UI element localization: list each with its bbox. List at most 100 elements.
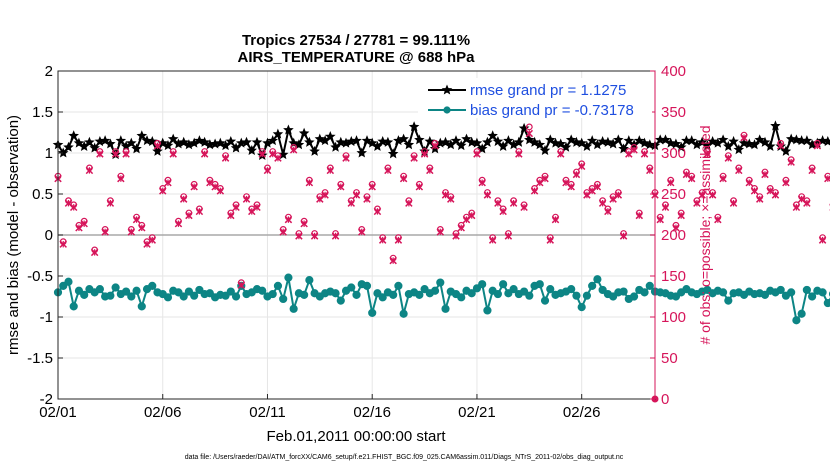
obs-assimilated-point [415, 183, 424, 191]
obs-assimilated-point [803, 199, 811, 207]
obs-assimilated-point [420, 150, 429, 158]
rmse-point [759, 136, 771, 147]
rmse-point [613, 134, 624, 145]
obs-assimilated-point [792, 203, 801, 212]
obs-assimilated-point [211, 183, 219, 191]
obs-assimilated-point [729, 199, 738, 207]
obs-assimilated-point [227, 211, 235, 220]
obs-assimilated-point [478, 178, 486, 187]
bias-point [519, 287, 529, 296]
obs-assimilated-point [504, 232, 513, 240]
bias-point [493, 289, 502, 299]
obs-assimilated-point [80, 219, 88, 228]
obs-assimilated-point [347, 199, 355, 207]
obs-assimilated-point [567, 183, 575, 191]
obs-assimilated-point [750, 187, 759, 195]
y-axis-right-label: # of obs: o=possible; ×=assimilated [697, 125, 713, 344]
rmse-point [586, 135, 598, 146]
obs-assimilated-point [148, 236, 156, 244]
rmse-point [539, 144, 551, 156]
bias-point [174, 288, 183, 297]
chart-subtitle: AIRS_TEMPERATURE @ 688 hPa [238, 49, 476, 66]
rmse-point [267, 135, 279, 146]
rmse-point [152, 145, 163, 156]
obs-assimilated-point [363, 195, 371, 203]
bias-point [347, 283, 356, 292]
obs-assimilated-point [106, 199, 115, 207]
obs-assimilated-point [766, 187, 774, 195]
legend-items: rmse grand pr = 1.1275 bias grand pr = -0… [428, 82, 634, 119]
bias-point [95, 285, 104, 294]
rmse-point [665, 137, 676, 148]
obs-assimilated-point [646, 166, 654, 175]
obs-assimilated-point [509, 199, 518, 207]
rmse-point [141, 135, 153, 146]
obs-assimilated-point [384, 166, 392, 175]
obs-assimilated-point [101, 228, 109, 236]
y-axis-label: rmse and bias (model - observation) [5, 115, 22, 355]
x-tick-label: 02/26 [563, 404, 601, 421]
bias-point [163, 293, 173, 302]
obs-assimilated-point [782, 178, 790, 187]
obs-assimilated-point [59, 240, 67, 248]
bias-point [718, 288, 728, 297]
x-tick-label: 02/11 [249, 404, 285, 421]
rmse-point [387, 148, 399, 159]
rmse-point [403, 139, 415, 150]
bias-point [572, 291, 581, 300]
rmse-point [105, 138, 116, 149]
obs-assimilated-point [614, 191, 623, 199]
rmse-point [68, 130, 79, 141]
rmse-point [335, 136, 347, 147]
obs-assimilated-point [185, 211, 193, 220]
obs-assimilated-point [577, 162, 586, 171]
bias-point [535, 280, 544, 289]
obs-assimilated-point [797, 195, 806, 203]
obs-assimilated-point [200, 150, 209, 158]
obs-assimilated-point [373, 207, 382, 216]
bias-point [760, 290, 770, 299]
rmse-point [241, 136, 252, 147]
bias-point [436, 278, 445, 287]
bias-point [609, 292, 618, 301]
bias-point [74, 286, 84, 295]
bias-point [305, 276, 314, 285]
obs-assimilated-point [525, 129, 534, 138]
bias-point [499, 280, 508, 289]
bias-point [300, 290, 309, 299]
bias-point [441, 304, 450, 313]
obs-assimilated-point [682, 170, 691, 179]
rmse-point [513, 136, 525, 147]
rmse-point [382, 136, 394, 147]
bias-point [148, 281, 157, 290]
rmse-point [283, 124, 294, 135]
rmse-point [304, 136, 315, 147]
bias-point [582, 291, 592, 300]
bias-point [472, 284, 482, 293]
bias-point [671, 292, 681, 301]
obs-assimilated-point [232, 203, 240, 212]
bias-point [598, 285, 607, 295]
obs-assimilated-point [127, 228, 136, 236]
obs-assimilated-point [274, 154, 282, 162]
obs-assimilated-point [122, 150, 130, 158]
bias-point [184, 287, 194, 296]
obs-assimilated-point [776, 142, 785, 150]
obs-assimilated-point [368, 183, 376, 191]
rmse-point [744, 138, 755, 149]
obs-assimilated-point [447, 195, 455, 203]
bias-point [111, 283, 120, 292]
obs-assimilated-point [206, 178, 214, 187]
obs-assimilated-point [138, 224, 146, 232]
bias-point [415, 290, 424, 299]
y-right-tick-label: 300 [661, 145, 686, 162]
obs-assimilated-point [310, 232, 319, 240]
rmse-point [251, 136, 263, 147]
rmse-point [733, 144, 745, 155]
obs-assimilated-point [436, 228, 445, 236]
obs-assimilated-point [221, 154, 230, 162]
bias-point [567, 285, 576, 294]
obs-assimilated-point [708, 191, 717, 199]
obs-assimilated-point [394, 236, 403, 244]
obs-assimilated-point [64, 199, 73, 207]
